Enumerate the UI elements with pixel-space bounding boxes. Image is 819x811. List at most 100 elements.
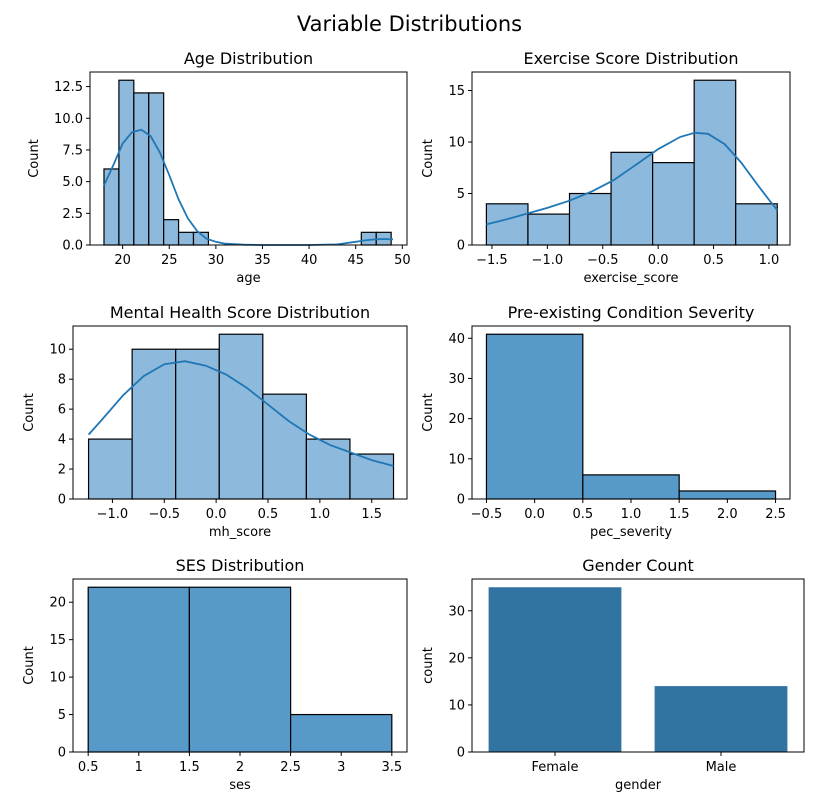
x-tick-label: 1.5 <box>361 507 382 522</box>
x-tick-label: 1.0 <box>759 253 780 268</box>
hist-bar <box>678 490 777 500</box>
hist-bar <box>693 79 737 246</box>
y-tick-label: 40 <box>448 332 465 347</box>
y-axis-label: Count <box>22 393 37 432</box>
x-tick-label: 45 <box>347 253 364 268</box>
axes-frame <box>72 325 408 500</box>
x-tick-label: 0.5 <box>258 507 279 522</box>
y-tick-label: 2 <box>58 463 66 478</box>
x-tick-label: 20 <box>114 253 131 268</box>
x-axis-label: gender <box>615 778 662 793</box>
axes-frame <box>471 578 805 753</box>
y-tick-label: 10 <box>448 698 465 713</box>
x-tick-label: 1 <box>135 760 143 775</box>
hist-bar <box>652 162 695 246</box>
x-tick-label: 2.5 <box>280 760 301 775</box>
x-tick-label: 40 <box>301 253 318 268</box>
x-tick-label: −1.5 <box>476 253 508 268</box>
x-axis-label: pec_severity <box>590 525 672 540</box>
y-tick-label: 0 <box>457 746 465 761</box>
bar <box>488 587 622 752</box>
y-tick-label: 30 <box>448 372 465 387</box>
hist-bar <box>188 586 292 753</box>
y-axis-label: Count <box>421 139 436 178</box>
subplot-6: Gender Count Female Male 0 10 20 30 gender count <box>421 556 805 793</box>
x-axis-label: exercise_score <box>583 271 678 286</box>
hist-bar <box>148 92 165 246</box>
hist-bar <box>568 192 612 246</box>
subplot-5: SES Distribution 0.5 1 1.5 2 2.5 3 3.5 0 5 10 15 20 s… <box>22 556 408 793</box>
x-tick-label: 1.0 <box>310 507 331 522</box>
hist-bar <box>305 438 351 500</box>
x-tick-label: 35 <box>254 253 271 268</box>
hist-bar <box>262 393 307 500</box>
x-tick-label: −0.5 <box>471 507 503 522</box>
y-tick-label: 2.5 <box>62 207 83 222</box>
x-axis-label: age <box>236 271 260 286</box>
hist-bar <box>527 213 571 246</box>
x-tick-label: 0.0 <box>206 507 227 522</box>
hist-bar <box>87 438 133 500</box>
kde-line <box>486 131 778 226</box>
y-tick-label: 12.5 <box>54 80 83 95</box>
y-tick-label: 0 <box>58 493 66 508</box>
y-tick-label: 10 <box>49 343 66 358</box>
y-tick-label: 5 <box>457 187 465 202</box>
subplot-4: Pre-existing Condition Severity −0.5 0.0 0.… <box>421 303 791 540</box>
x-tick-label: −0.5 <box>587 253 619 268</box>
subplot-title: Exercise Score Distribution <box>524 49 739 68</box>
y-tick-label: 20 <box>448 412 465 427</box>
x-tick-label: 50 <box>394 253 411 268</box>
y-tick-label: 10.0 <box>54 112 83 127</box>
y-tick-label: 4 <box>58 433 66 448</box>
x-axis-label: ses <box>229 778 251 793</box>
hist-bar <box>175 348 220 500</box>
hist-bar <box>735 203 778 246</box>
x-tick-label: 2.5 <box>765 507 786 522</box>
y-tick-label: 0 <box>457 239 465 254</box>
y-tick-label: 5 <box>58 708 66 723</box>
y-tick-label: 8 <box>58 373 66 388</box>
y-tick-label: 7.5 <box>62 143 83 158</box>
kde-line <box>103 128 394 246</box>
y-axis-label: Count <box>27 139 42 178</box>
x-tick-label: 3.5 <box>381 760 402 775</box>
y-tick-label: 20 <box>448 651 465 666</box>
hist-bar <box>131 348 177 500</box>
subplot-title: Mental Health Score Distribution <box>110 303 370 322</box>
hist-bar <box>485 333 584 500</box>
hist-bar <box>610 151 654 246</box>
subplot-title: SES Distribution <box>176 556 305 575</box>
y-axis-label: count <box>421 647 436 684</box>
x-tick-label: 0.5 <box>78 760 99 775</box>
subplot-title: Gender Count <box>582 556 694 575</box>
x-tick-label: 1.5 <box>179 760 200 775</box>
subplot-title: Age Distribution <box>184 49 313 68</box>
y-tick-label: 0.0 <box>62 239 83 254</box>
axes-frame <box>89 71 408 246</box>
hist-bar <box>582 474 680 500</box>
bar <box>654 686 788 752</box>
x-tick-label: 2 <box>236 760 244 775</box>
y-tick-label: 30 <box>448 604 465 619</box>
y-tick-label: 0 <box>58 746 66 761</box>
x-tick-label: Female <box>531 760 578 775</box>
y-axis-label: Count <box>22 646 37 685</box>
x-tick-label: Male <box>706 760 737 775</box>
x-tick-label: −0.5 <box>148 507 180 522</box>
y-tick-label: 6 <box>58 403 66 418</box>
x-tick-label: 25 <box>161 253 178 268</box>
y-tick-label: 20 <box>49 596 66 611</box>
y-tick-label: 10 <box>49 671 66 686</box>
y-tick-label: 5.0 <box>62 175 83 190</box>
y-tick-label: 0 <box>457 493 465 508</box>
subplot-3: Mental Health Score Distribution −1.0 −0.5… <box>22 303 408 540</box>
x-tick-label: 0.0 <box>524 507 545 522</box>
hist-bar <box>163 219 180 246</box>
x-tick-label: 3 <box>337 760 345 775</box>
x-tick-label: 1.0 <box>621 507 642 522</box>
hist-bar <box>485 203 529 246</box>
x-tick-label: 0.5 <box>703 253 724 268</box>
